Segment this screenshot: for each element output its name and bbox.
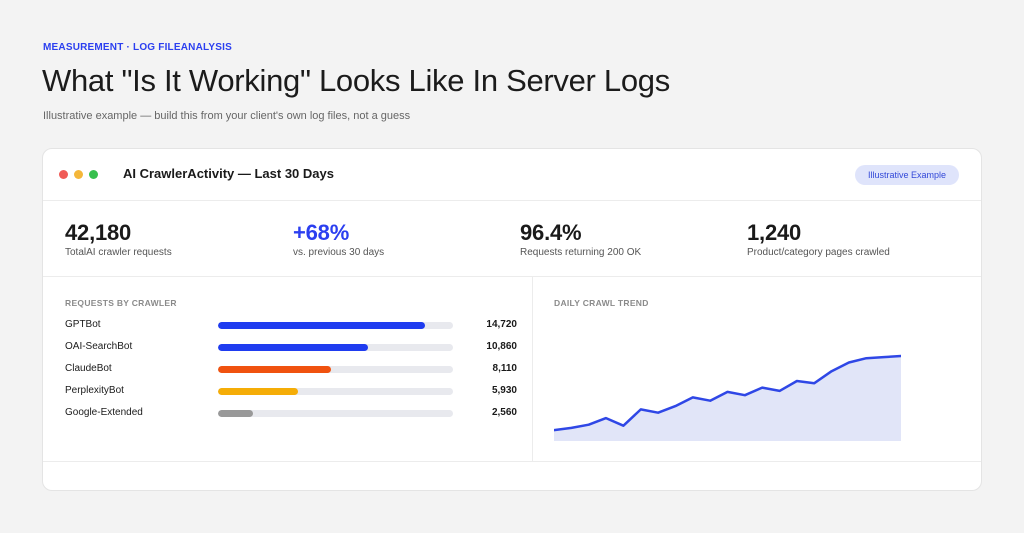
crawler-bar-fill [218, 366, 331, 373]
crawler-row: ClaudeBot 8,110 [65, 361, 517, 377]
page-title: What "Is It Working" Looks Like In Serve… [42, 63, 670, 98]
trend-area [554, 356, 901, 441]
crawler-activity-card: AI CrawlerActivity — Last 30 Days Illust… [42, 148, 982, 491]
card-title: AI CrawlerActivity — Last 30 Days [123, 166, 334, 181]
stat-label: Requests returning 200 OK [520, 247, 642, 258]
crawler-name: PerplexityBot [65, 385, 124, 396]
trend-line [554, 354, 901, 432]
panel-bottom-divider [43, 461, 981, 462]
crawler-row: PerplexityBot 5,930 [65, 383, 517, 399]
stat-label: TotalAI crawler requests [65, 247, 172, 258]
stat-label: Product/category pages crawled [747, 247, 890, 258]
crawler-row: Google-Extended 2,560 [65, 405, 517, 421]
stat-total-requests: 42,180 TotalAI crawler requests [65, 220, 172, 258]
requests-by-crawler-heading: REQUESTS BY CRAWLER [65, 298, 177, 308]
crawler-count: 10,860 [486, 341, 517, 352]
crawler-count: 14,720 [486, 319, 517, 330]
window-minimize-dot [74, 170, 83, 179]
stat-value: 42,180 [65, 220, 132, 245]
stat-value: 1,240 [747, 220, 802, 245]
crawler-count: 8,110 [492, 363, 517, 374]
page-subtitle: Illustrative example — build this from y… [43, 110, 411, 122]
crawler-bar-fill [218, 322, 425, 329]
window-maximize-dot [89, 170, 98, 179]
crawler-bar-track [218, 322, 453, 329]
crawler-bar-track [218, 410, 453, 417]
illustrative-badge: Illustrative Example [854, 165, 959, 185]
crawler-bar-track [218, 388, 453, 395]
stat-value: +68% [293, 220, 350, 245]
stat-ok-rate: 96.4% Requests returning 200 OK [520, 220, 641, 258]
crawler-name: ClaudeBot [65, 363, 112, 374]
card-header: AI CrawlerActivity — Last 30 Days Illust… [43, 149, 981, 201]
panel-divider [532, 277, 533, 461]
crawler-bar-fill [218, 388, 298, 395]
stat-value: 96.4% [520, 220, 582, 245]
crawler-count: 2,560 [491, 407, 517, 418]
crawler-bar-fill [218, 410, 254, 417]
stat-label: vs. previous 30 days [293, 247, 385, 258]
crawler-count: 5,930 [491, 385, 517, 396]
crawler-row: OAI-SearchBot 10,860 [65, 339, 517, 355]
crawler-bar-fill [218, 344, 369, 351]
stat-growth: +68% vs. previous 30 days [293, 220, 384, 258]
daily-crawl-trend-heading: DAILY CRAWL TREND [554, 298, 649, 308]
window-close-dot [59, 170, 68, 179]
crawler-row: GPTBot 14,720 [65, 317, 517, 333]
crawler-bar-track [218, 366, 453, 373]
crawler-name: GPTBot [65, 319, 101, 330]
crawler-name: OAI-SearchBot [65, 341, 133, 352]
crawler-name: Google-Extended [65, 407, 143, 418]
stat-pages-crawled: 1,240 Product/category pages crawled [747, 220, 890, 258]
eyebrow-label: MEASUREMENT · LOG FILEANALYSIS [43, 42, 232, 53]
daily-crawl-trend-chart [554, 354, 901, 441]
stats-row: 42,180 TotalAI crawler requests +68% vs.… [43, 201, 981, 277]
crawler-bar-track [218, 344, 453, 351]
